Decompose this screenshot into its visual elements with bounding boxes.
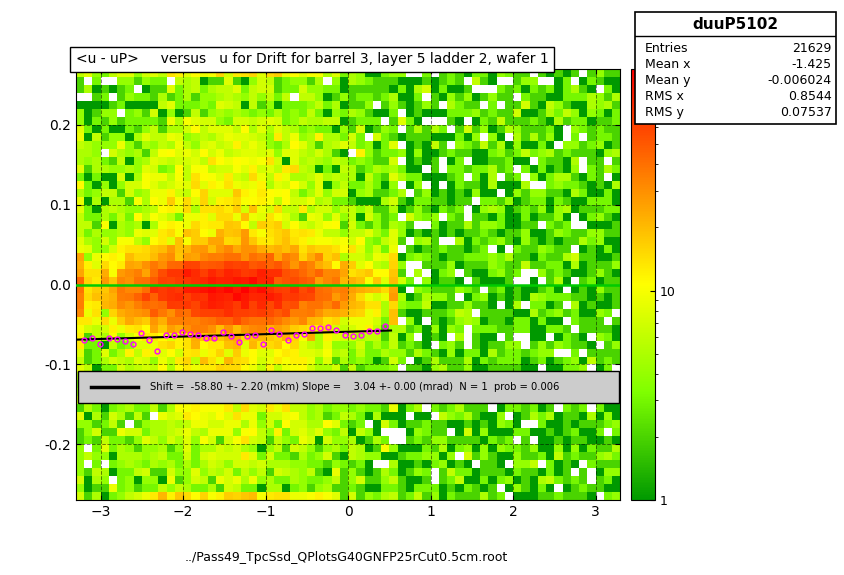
Text: ../Pass49_TpcSsd_QPlotsG40GNFP25rCut0.5cm.root: ../Pass49_TpcSsd_QPlotsG40GNFP25rCut0.5c…: [185, 550, 507, 564]
FancyBboxPatch shape: [635, 12, 836, 124]
Bar: [78, 371, 619, 403]
Text: Mean y: Mean y: [645, 74, 690, 87]
Text: <u - uP>     versus   u for Drift for barrel 3, layer 5 ladder 2, wafer 1: <u - uP> versus u for Drift for barrel 3…: [76, 52, 549, 67]
Text: RMS y: RMS y: [645, 106, 684, 119]
Text: RMS x: RMS x: [645, 90, 684, 103]
Text: duuP5102: duuP5102: [692, 17, 778, 32]
Text: 21629: 21629: [793, 42, 831, 55]
Text: 0.07537: 0.07537: [780, 106, 831, 119]
Text: 0.8544: 0.8544: [787, 90, 831, 103]
Text: -0.006024: -0.006024: [767, 74, 831, 87]
Text: Mean x: Mean x: [645, 58, 690, 71]
Text: Shift =  -58.80 +- 2.20 (mkm) Slope =    3.04 +- 0.00 (mrad)  N = 1  prob = 0.00: Shift = -58.80 +- 2.20 (mkm) Slope = 3.0…: [150, 382, 560, 392]
Text: -1.425: -1.425: [792, 58, 831, 71]
Text: Entries: Entries: [645, 42, 688, 55]
